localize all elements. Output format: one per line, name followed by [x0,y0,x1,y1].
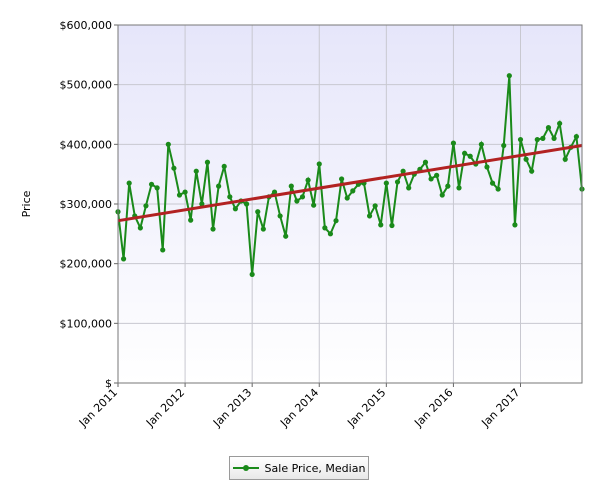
data-point [439,192,445,198]
data-point [517,136,524,143]
data-point [232,206,238,212]
data-point [283,233,289,239]
y-tick-label: $500,000 [60,79,113,92]
data-point [478,141,484,147]
data-point [255,209,261,215]
data-point [327,231,334,237]
data-point [243,201,250,207]
data-point [344,195,350,201]
legend-swatch [232,465,259,471]
data-point [462,150,468,156]
data-point [143,203,149,209]
y-tick-label: $400,000 [60,138,113,151]
data-point [294,198,300,204]
data-point [120,256,127,262]
data-point [501,142,507,149]
data-point [137,225,143,231]
data-point [394,179,401,185]
data-point [188,217,194,223]
data-point [182,189,188,195]
data-point [573,133,580,140]
data-point [489,180,496,186]
data-point [204,159,211,165]
data-point [545,125,552,131]
data-point [227,194,233,200]
data-point [562,156,568,162]
data-point [557,120,563,127]
data-point [422,159,429,165]
data-point [445,183,451,189]
x-tick-label: Jan 2016 [411,386,455,430]
data-point [406,185,412,191]
data-point [316,161,322,167]
data-point [372,203,378,209]
data-point [193,168,199,174]
data-point [378,222,384,228]
data-point [495,186,501,192]
data-point [249,271,255,278]
y-tick-label: $600,000 [60,19,113,32]
data-point [288,183,294,189]
data-point [428,176,434,182]
x-tick-label: Jan 2015 [344,386,388,430]
series-line [117,75,583,275]
data-point [450,140,457,146]
y-axis-title: Price [20,190,33,217]
x-tick-label: Jan 2014 [277,386,321,430]
trend-line [117,144,583,223]
data-point [271,189,278,195]
y-tick-label: $200,000 [60,258,113,271]
x-tick-label: Jan 2013 [210,386,254,430]
data-point [512,222,518,228]
data-point [506,73,512,79]
data-point [260,226,266,232]
data-point [277,213,283,219]
data-point [199,201,205,207]
y-tick-label: $100,000 [60,317,113,330]
data-point [366,213,373,219]
y-tick-label: $ [105,377,112,390]
data-point [165,141,171,147]
data-point [171,165,177,171]
data-point [160,247,166,253]
plot-frame [117,24,583,384]
data-point [400,168,406,174]
data-point [322,225,328,231]
legend-label: Sale Price, Median [264,461,366,475]
data-point [154,185,160,191]
data-point [148,181,155,187]
data-point [350,188,356,194]
data-point [523,156,529,162]
legend: Sale Price, Median [229,456,369,480]
data-point [383,180,389,186]
data-point [534,136,540,143]
data-point [126,180,132,186]
y-tick-label: $300,000 [60,198,113,211]
data-point [540,135,546,141]
data-point [456,185,462,191]
data-point [551,135,557,141]
data-point [210,226,216,232]
x-tick-label: Jan 2017 [478,386,522,430]
x-tick-label: Jan 2011 [76,386,120,430]
data-point [176,192,183,198]
x-tick-label: Jan 2012 [143,386,187,430]
data-point [299,194,306,200]
data-point [467,153,473,159]
data-point [339,176,345,182]
data-point [484,164,490,170]
data-point [529,168,535,174]
data-point [216,183,222,189]
data-point [434,172,440,178]
data-point [389,222,395,229]
data-point [333,218,339,224]
data-point [221,163,227,170]
data-point [305,177,311,183]
data-point [311,202,317,208]
